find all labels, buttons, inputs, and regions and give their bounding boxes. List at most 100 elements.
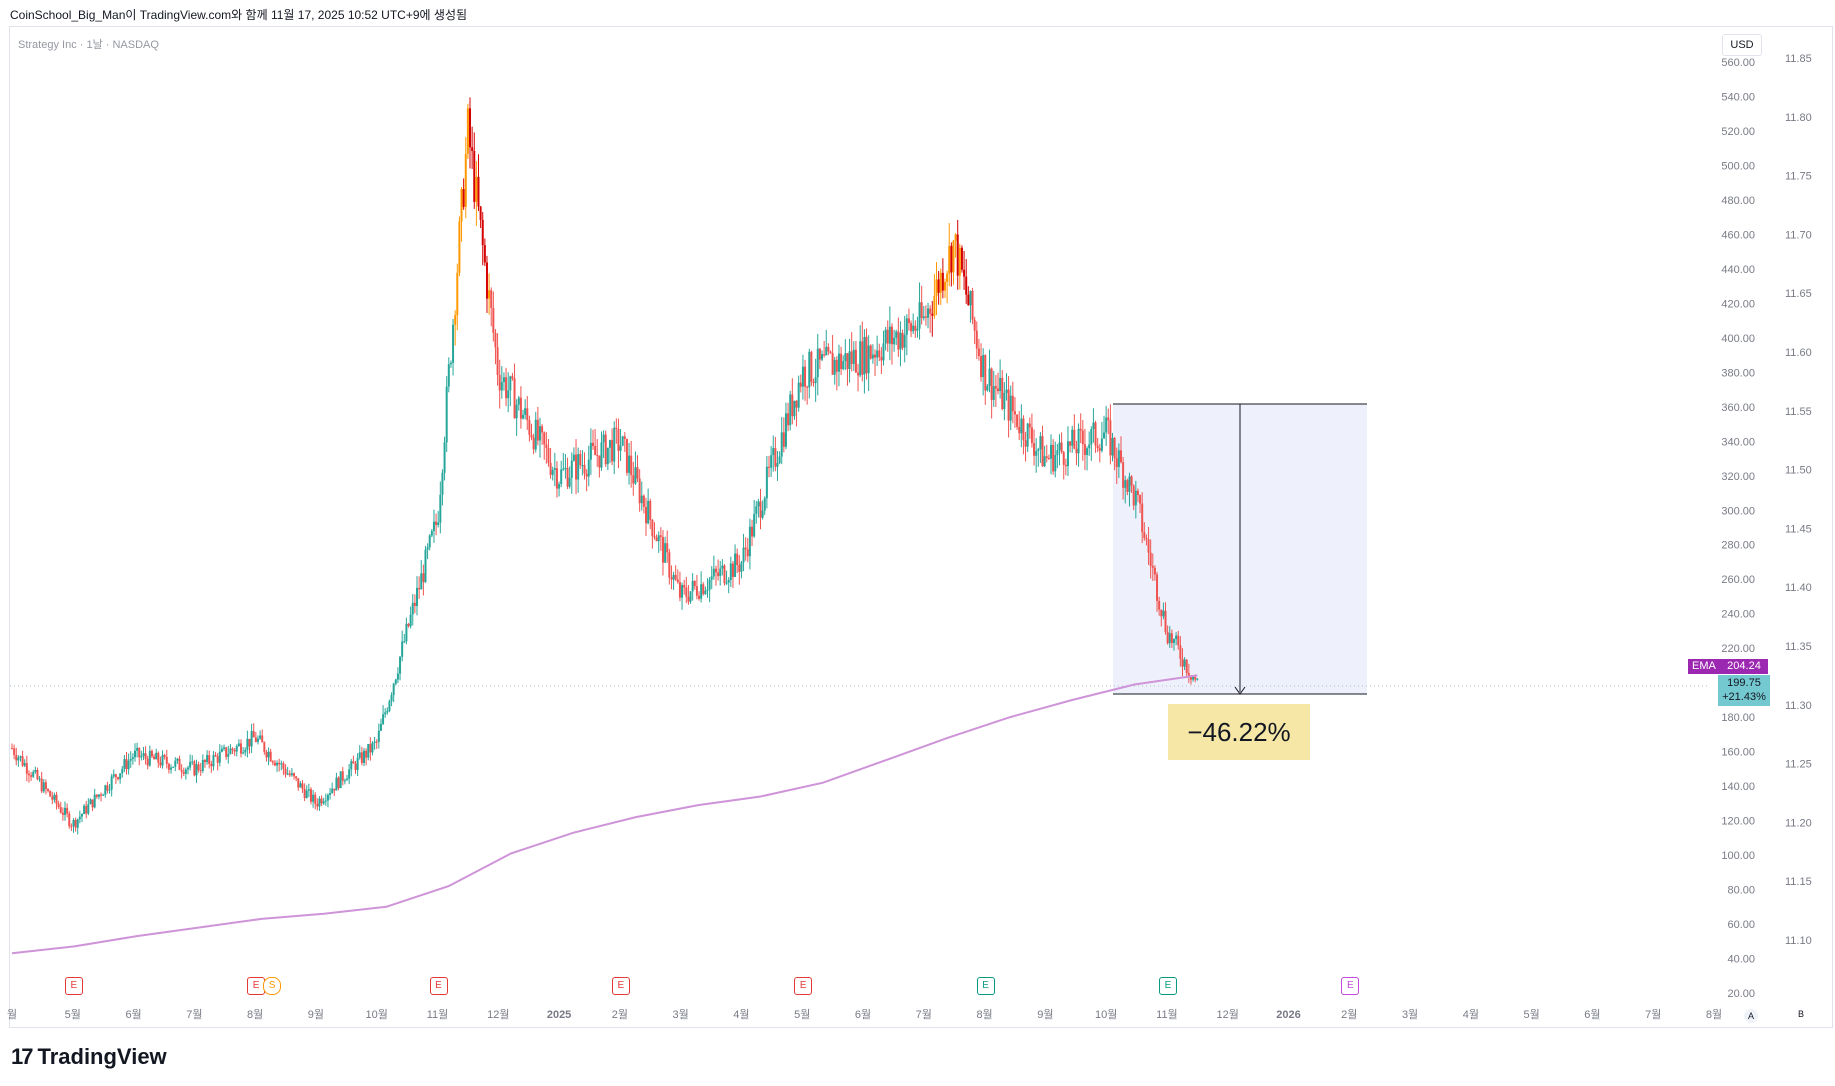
candle-body xyxy=(621,436,624,446)
chart-header: CoinSchool_Big_Man이 TradingView.com와 함께 … xyxy=(10,8,468,22)
y-tick-right: 11.65 xyxy=(1785,288,1812,300)
candle-body xyxy=(541,426,544,433)
candle-body xyxy=(142,753,145,756)
candle-body xyxy=(863,336,866,375)
earnings-marker-icon[interactable]: E xyxy=(611,977,630,995)
candle-body xyxy=(528,420,531,435)
candle-body xyxy=(428,535,431,548)
candle-body xyxy=(326,794,329,801)
candle-body xyxy=(999,377,1002,392)
earnings-marker-icon[interactable]: E xyxy=(794,977,813,995)
symbol-title[interactable]: Strategy Inc · 1날 · NASDAQ xyxy=(18,39,159,51)
y-tick-right: 11.75 xyxy=(1785,171,1812,183)
candle-body xyxy=(861,341,864,375)
candle-body xyxy=(971,290,974,320)
candle-body xyxy=(416,587,419,606)
candle-body xyxy=(259,735,262,739)
candle-body xyxy=(1064,464,1067,467)
candle-body xyxy=(611,440,614,462)
candle-body xyxy=(916,328,919,331)
candle-body xyxy=(661,536,664,563)
candle-body xyxy=(604,434,607,465)
candle-body xyxy=(316,803,319,807)
tradingview-logo[interactable]: 17 TradingView xyxy=(11,1044,167,1070)
candle-body xyxy=(562,468,565,470)
auto-scale-button[interactable]: A xyxy=(1744,1009,1758,1023)
candle-body xyxy=(536,419,539,441)
candle-body xyxy=(21,756,24,766)
candle-body xyxy=(691,581,694,592)
y-tick-right: 11.15 xyxy=(1785,876,1812,888)
candle-body xyxy=(365,750,368,758)
currency-button[interactable]: USD xyxy=(1722,34,1762,56)
earnings-marker-icon[interactable]: E xyxy=(976,977,995,995)
candle-body xyxy=(857,372,860,376)
candle-body xyxy=(763,498,766,511)
candle-body xyxy=(772,448,775,456)
candle-body xyxy=(153,756,156,760)
candle-body xyxy=(447,364,450,387)
candle-body xyxy=(339,771,342,789)
candle-body xyxy=(505,377,508,399)
candle-body xyxy=(89,799,92,805)
x-axis[interactable]: 월 5월 6월 7월 8월 9월 10월 11월 12월 2025 2월 3월 4월 5월 6월 7월 8월 9월… xyxy=(7,1008,1722,1021)
candle-body xyxy=(30,775,33,777)
candle-body xyxy=(678,582,681,598)
y-axis-right[interactable]: 11.85 11.80 11.75 11.70 11.65 11.60 11.55 11.50… xyxy=(1785,53,1812,947)
candle-body xyxy=(880,357,883,361)
candle-body xyxy=(445,386,448,443)
dividend-marker-icon[interactable]: S xyxy=(263,977,282,995)
candle-body xyxy=(761,510,764,518)
candle-body xyxy=(818,348,821,360)
y-tick-left: 300.00 xyxy=(1721,505,1755,517)
candle-body xyxy=(837,353,840,372)
ema-value: 204.24 xyxy=(1720,659,1768,674)
candle-body xyxy=(653,536,656,538)
candle-body xyxy=(1192,676,1195,680)
chart-frame xyxy=(9,26,1833,1028)
earnings-marker-icon[interactable]: E xyxy=(1341,977,1360,995)
candle-body xyxy=(1071,429,1074,446)
y-axis-left[interactable]: 560.00 540.00 520.00 500.00 480.00 460.00 440.… xyxy=(1721,57,1755,1000)
earnings-marker-icon[interactable]: E xyxy=(1158,977,1177,995)
candle-body xyxy=(422,573,425,583)
candle-body xyxy=(874,354,877,358)
candle-body xyxy=(481,219,484,246)
axis-b-button[interactable]: B xyxy=(1798,1009,1805,1019)
candle-body xyxy=(1132,485,1135,506)
candle-body xyxy=(377,730,380,742)
candle-body xyxy=(150,750,153,757)
earnings-marker-icon[interactable]: E xyxy=(429,977,448,995)
candle-body xyxy=(240,743,243,754)
candle-body xyxy=(466,108,469,154)
candle-body xyxy=(598,455,601,468)
candle-body xyxy=(1187,672,1190,676)
candle-body xyxy=(76,819,79,828)
candle-body xyxy=(1077,428,1080,454)
earnings-marker-icon[interactable]: E xyxy=(64,977,83,995)
y-tick-right: 11.80 xyxy=(1785,112,1812,124)
candle-body xyxy=(34,770,37,773)
candle-body xyxy=(83,805,86,815)
x-tick: 3월 xyxy=(673,1008,689,1021)
candle-body xyxy=(131,757,134,759)
candle-body xyxy=(418,587,421,590)
candle-body xyxy=(288,773,291,776)
candle-body xyxy=(579,454,582,466)
candle-body xyxy=(753,513,756,537)
candle-body xyxy=(1196,678,1199,680)
candle-body xyxy=(392,683,395,696)
candle-body xyxy=(1158,600,1161,610)
candle-body xyxy=(261,735,264,743)
candle-body xyxy=(977,348,980,357)
candle-body xyxy=(78,816,81,820)
candle-body xyxy=(791,394,794,417)
candle-body xyxy=(884,329,887,344)
candle-body xyxy=(929,308,932,314)
candle-body xyxy=(666,543,669,553)
candle-body xyxy=(492,308,495,333)
candle-body xyxy=(676,579,679,583)
candle-body xyxy=(500,382,503,391)
candle-body xyxy=(318,798,321,807)
